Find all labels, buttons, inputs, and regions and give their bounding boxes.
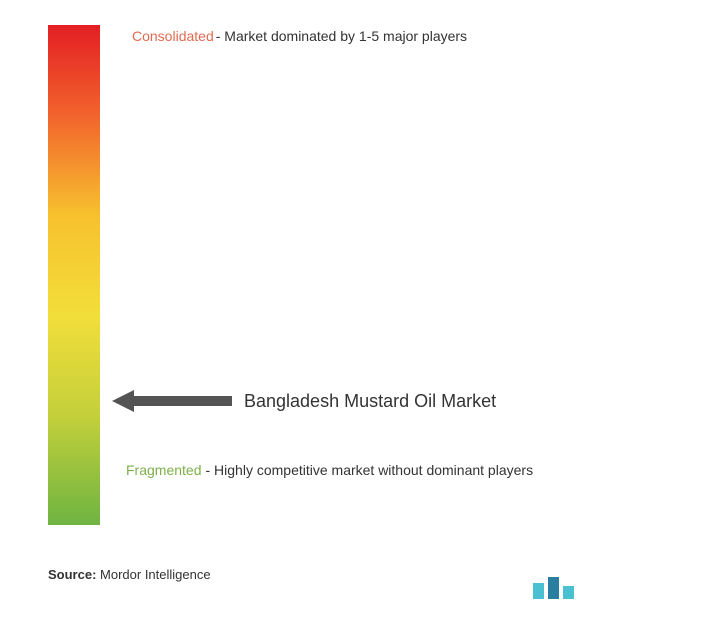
consolidated-label: Consolidated - Market dominated by 1-5 m… [132, 28, 467, 44]
fragmented-desc: - Highly competitive market without domi… [205, 462, 533, 478]
consolidated-term: Consolidated [132, 28, 214, 44]
fragmented-term: Fragmented [126, 462, 201, 478]
source-value: Mordor Intelligence [100, 567, 211, 582]
market-name: Bangladesh Mustard Oil Market [244, 391, 496, 412]
source-attribution: Source: Mordor Intelligence [48, 567, 211, 582]
arrow-left-icon [112, 388, 232, 414]
concentration-gradient-bar [48, 25, 100, 525]
fragmented-label: Fragmented - Highly competitive market w… [126, 462, 533, 478]
consolidated-desc: - Market dominated by 1-5 major players [216, 28, 467, 44]
market-indicator: Bangladesh Mustard Oil Market [112, 388, 496, 414]
source-label: Source: [48, 567, 96, 582]
mordor-logo-icon [530, 575, 580, 601]
